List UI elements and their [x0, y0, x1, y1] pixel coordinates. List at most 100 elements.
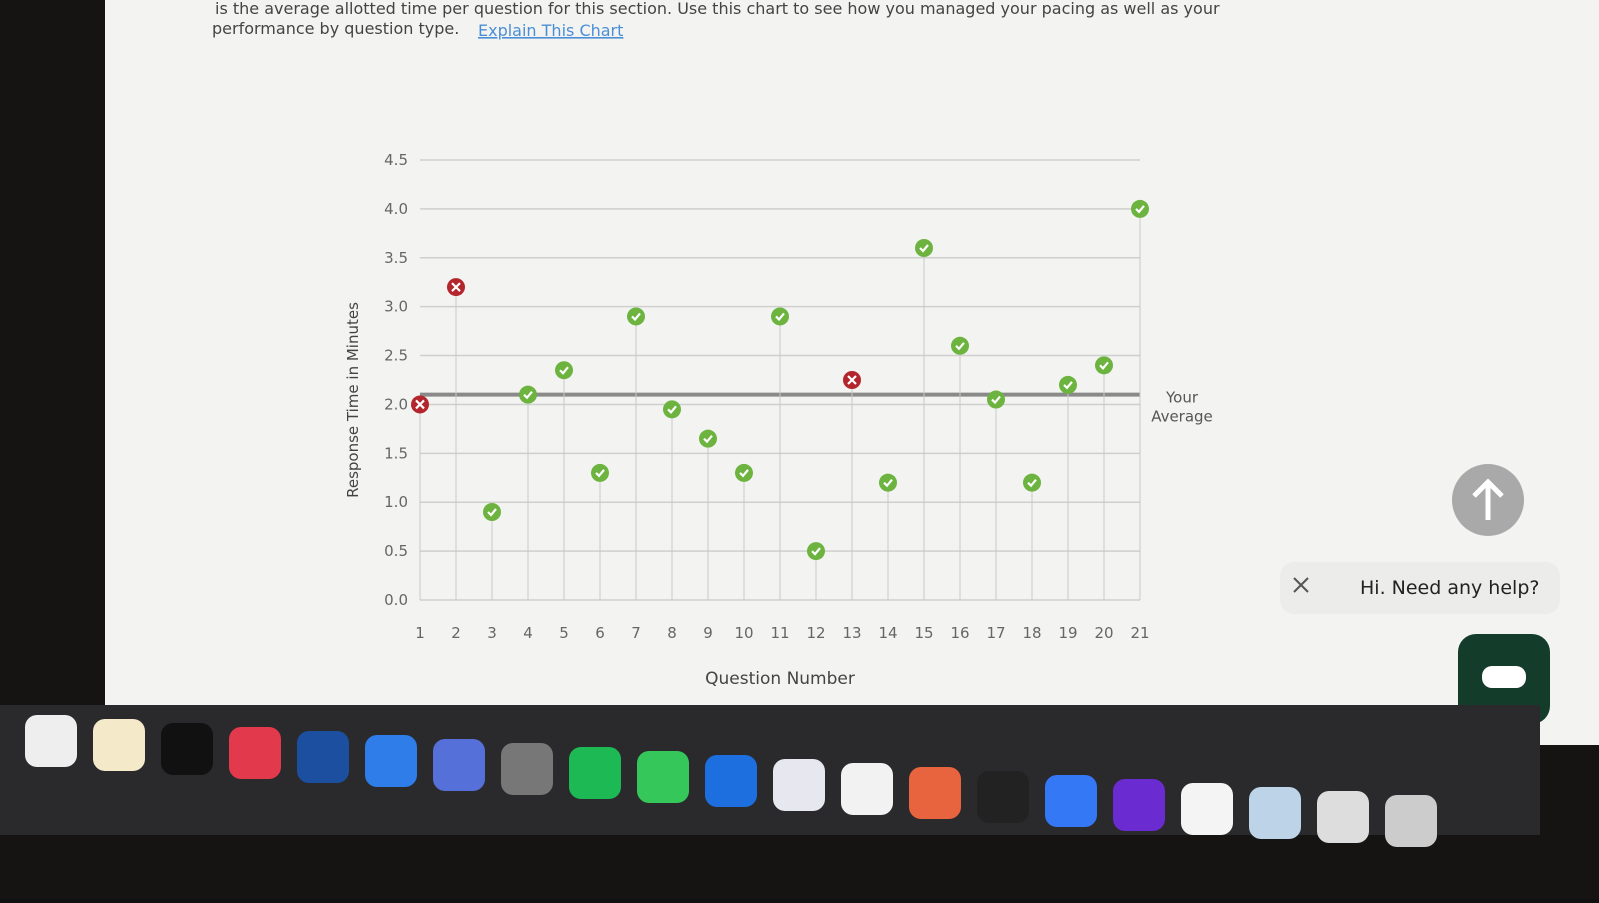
- x-tick-label: 17: [986, 624, 1005, 642]
- chart: 0.00.51.01.52.02.53.03.54.04.51 2 3 4 5 6 7 8 9 1…: [344, 151, 1213, 689]
- point: [1059, 375, 1077, 394]
- point-icon: [919, 244, 929, 253]
- x-tick-label: 14: [878, 624, 897, 642]
- x-tick-label: 8: [667, 624, 677, 642]
- point-icon: [739, 469, 749, 478]
- point-icon: [595, 469, 605, 478]
- dock-icon: [297, 731, 349, 783]
- point-icon: [775, 312, 785, 322]
- y-tick-label: 3.0: [384, 298, 408, 316]
- dock-icon: [161, 723, 213, 775]
- point: [591, 463, 609, 482]
- point-marker: [987, 390, 1005, 409]
- x-tick-label: 18: [1022, 624, 1041, 642]
- dock-icon: [637, 751, 689, 803]
- x-tick-label: 15: [914, 624, 933, 642]
- dock-icon: [1317, 791, 1369, 843]
- dock-icon: [433, 739, 485, 791]
- dock-icon: [25, 715, 77, 767]
- point-marker: [483, 503, 501, 521]
- x-tick-label: 19: [1058, 624, 1077, 642]
- point-icon: [487, 508, 497, 517]
- dock-icon: [841, 763, 893, 815]
- point-icon: [811, 547, 821, 556]
- point: [699, 429, 717, 448]
- x-tick-label: 7: [631, 624, 641, 642]
- x-tick-label: 2: [451, 624, 461, 642]
- point-icon: [1099, 361, 1109, 370]
- dock-icon: [229, 727, 281, 779]
- point-marker: [771, 307, 789, 326]
- point: [843, 371, 861, 389]
- x-axis-label: Question Number: [705, 669, 855, 689]
- point-marker: [1059, 375, 1077, 394]
- y-tick-label: 0.0: [384, 591, 408, 609]
- dock-icon: [1385, 795, 1437, 847]
- point-marker: [555, 361, 573, 380]
- point: [447, 278, 465, 297]
- dock-icon: [773, 759, 825, 811]
- header-text: is the average allotted time per questio…: [215, 0, 1220, 18]
- point-icon: [703, 434, 713, 444]
- point-marker: [951, 336, 969, 355]
- point-icon: [451, 282, 461, 292]
- point-marker: [627, 307, 645, 326]
- point-icon: [991, 395, 1001, 405]
- point-icon: [559, 366, 569, 375]
- y-tick-label: 2.0: [384, 395, 408, 413]
- point-marker: [699, 429, 717, 448]
- point-icon: [1135, 205, 1145, 214]
- dock-icon: [705, 755, 757, 807]
- point: [1095, 356, 1113, 375]
- x-tick-label: 3: [487, 624, 497, 642]
- y-tick-label: 1.0: [384, 493, 408, 511]
- x-tick-label: 10: [734, 624, 753, 642]
- y-tick-label: 4.0: [384, 200, 408, 218]
- x-tick-label: 11: [770, 624, 789, 642]
- dock-icon: [1181, 783, 1233, 835]
- x-tick-label: 5: [559, 624, 569, 642]
- point: [807, 542, 825, 561]
- point-marker: [1131, 199, 1149, 218]
- dock-icons: [25, 715, 1437, 847]
- point-icon: [415, 399, 425, 410]
- point: [1131, 199, 1149, 218]
- x-tick-label: 13: [842, 624, 861, 642]
- point-icon: [955, 342, 965, 351]
- point-marker: [807, 542, 825, 561]
- point: [627, 307, 645, 326]
- point-marker: [915, 239, 933, 257]
- point-icon: [1027, 478, 1037, 488]
- explain-link[interactable]: Explain This Chart: [478, 21, 623, 40]
- average-label: Your: [1165, 389, 1199, 407]
- point-marker: [879, 473, 897, 492]
- point: [411, 395, 429, 414]
- x-tick-label: 9: [703, 624, 713, 642]
- y-tick-label: 0.5: [384, 542, 408, 560]
- close-chat[interactable]: [1293, 577, 1309, 593]
- arrow-icon: [1472, 478, 1504, 520]
- dock-icon: [909, 767, 961, 819]
- dock-icon: [1045, 775, 1097, 827]
- point: [555, 361, 573, 380]
- point: [1023, 473, 1041, 492]
- point: [915, 239, 933, 257]
- x-tick-label: 1: [415, 624, 425, 642]
- point-marker: [591, 463, 609, 482]
- chat-icon: [1482, 666, 1526, 688]
- dock-icon: [569, 747, 621, 799]
- header-text: performance by question type.: [212, 19, 459, 38]
- y-tick-label: 1.5: [384, 444, 408, 462]
- dock-icon: [1113, 779, 1165, 831]
- point-marker: [735, 463, 753, 482]
- dock-icon: [1249, 787, 1301, 839]
- chat-bubble: [1280, 562, 1560, 614]
- y-tick-label: 3.5: [384, 249, 408, 267]
- average-label: Average: [1151, 408, 1213, 426]
- point-icon: [523, 390, 533, 400]
- point-icon: [847, 375, 857, 385]
- point-icon: [631, 312, 641, 322]
- point: [663, 400, 681, 419]
- point: [951, 336, 969, 355]
